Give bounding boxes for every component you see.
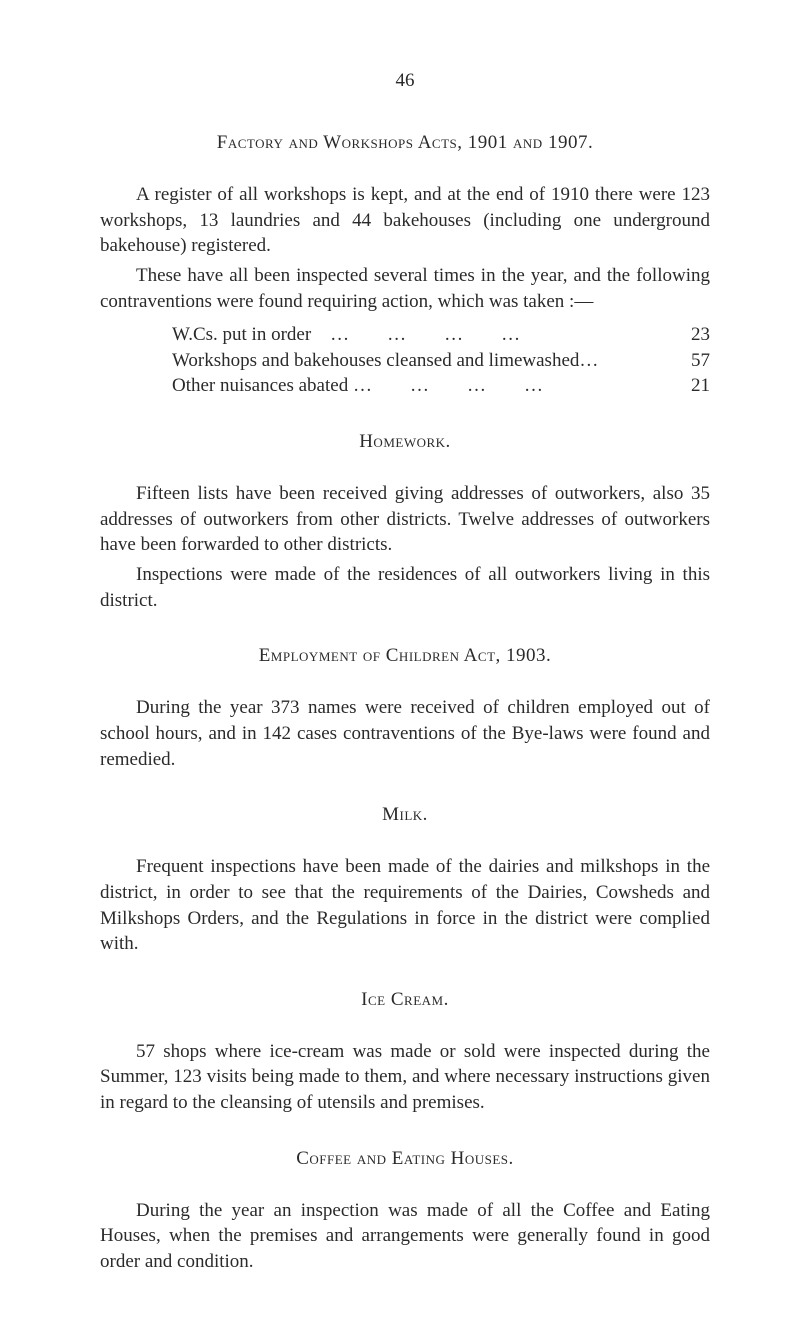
paragraph: 57 shops where ice-cream was made or sol… — [100, 1039, 710, 1116]
list-label: Workshops and bakehouses cleansed and li… — [172, 348, 670, 374]
paragraph: Fifteen lists have been received giving … — [100, 481, 710, 558]
list-label: Other nuisances abated … … … … — [172, 373, 670, 399]
contravention-list: W.Cs. put in order … … … … 23 Workshops … — [172, 322, 710, 399]
paragraph: Inspections were made of the residences … — [100, 562, 710, 613]
paragraph: Frequent inspections have been made of t… — [100, 854, 710, 957]
heading-icecream: Ice Cream. — [100, 989, 710, 1011]
paragraph: A register of all workshops is kept, and… — [100, 182, 710, 259]
list-value: 57 — [670, 348, 710, 374]
page-number: 46 — [100, 70, 710, 92]
paragraph: These have all been inspected several ti… — [100, 263, 710, 314]
list-label: W.Cs. put in order … … … … — [172, 322, 670, 348]
list-item: Other nuisances abated … … … … 21 — [172, 373, 710, 399]
heading-homework: Homework. — [100, 431, 710, 453]
list-value: 21 — [670, 373, 710, 399]
heading-factory: Factory and Workshops Acts, 1901 and 190… — [100, 132, 710, 154]
list-value: 23 — [670, 322, 710, 348]
document-page: 46 Factory and Workshops Acts, 1901 and … — [0, 0, 800, 1339]
heading-coffee: Coffee and Eating Houses. — [100, 1148, 710, 1170]
heading-employment: Employment of Children Act, 1903. — [100, 645, 710, 667]
list-item: Workshops and bakehouses cleansed and li… — [172, 348, 710, 374]
list-item: W.Cs. put in order … … … … 23 — [172, 322, 710, 348]
heading-milk: Milk. — [100, 804, 710, 826]
paragraph: During the year an inspection was made o… — [100, 1198, 710, 1275]
paragraph: During the year 373 names were received … — [100, 695, 710, 772]
